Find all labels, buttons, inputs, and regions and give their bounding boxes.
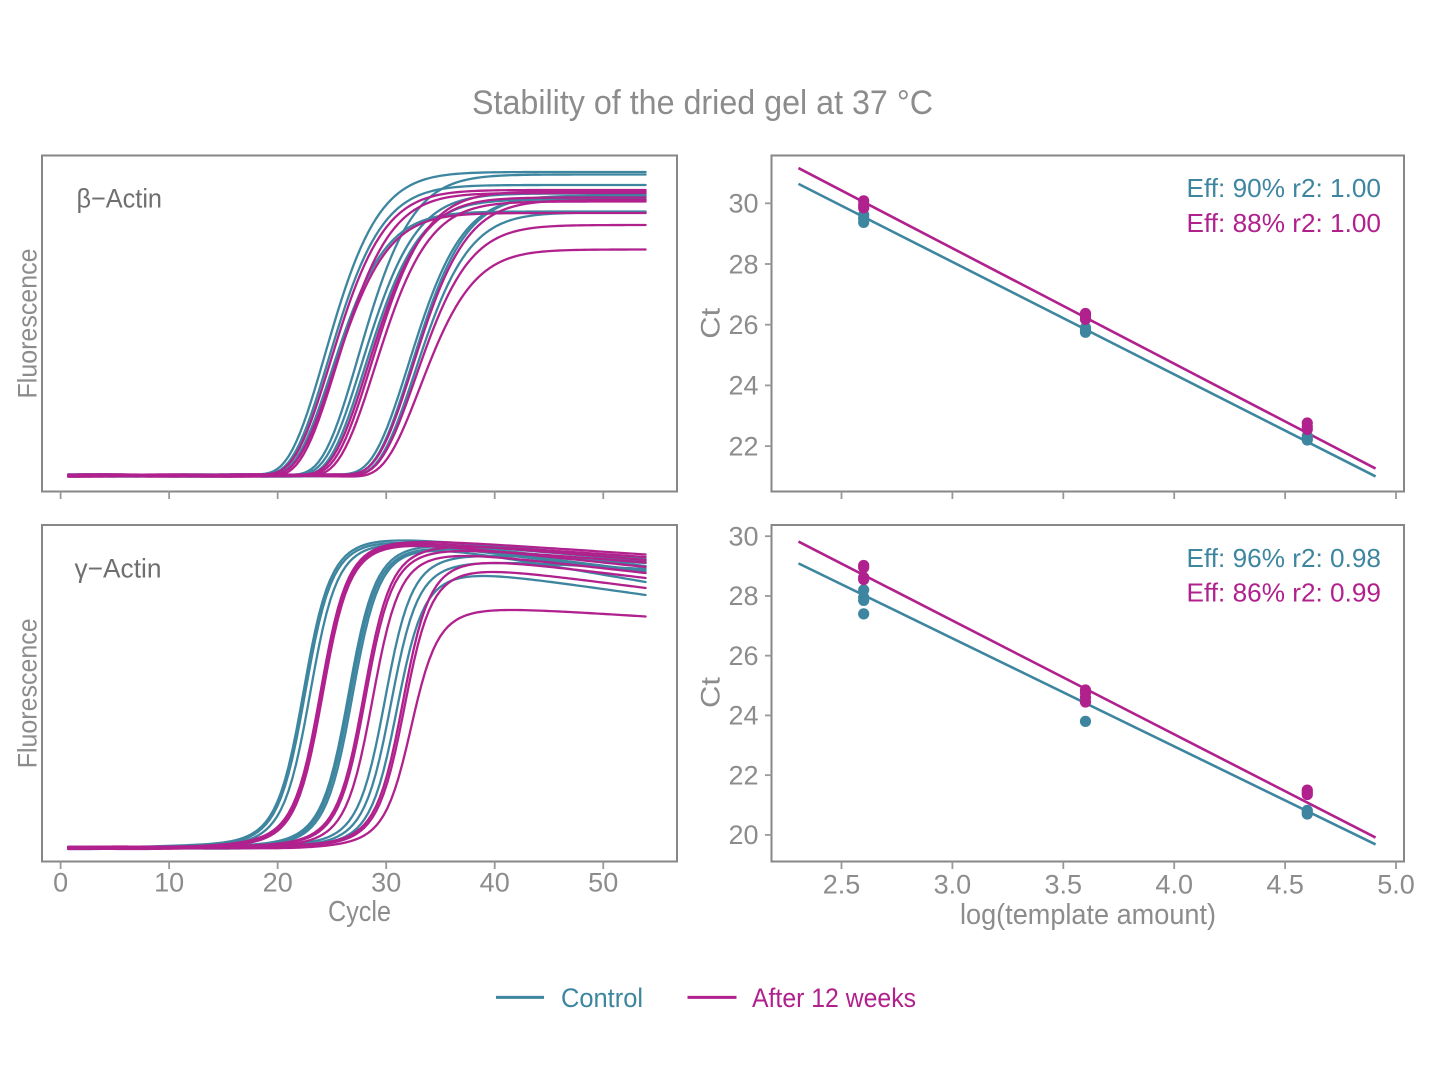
svg-text:Cycle: Cycle <box>328 896 391 928</box>
svg-text:5.0: 5.0 <box>1377 870 1415 900</box>
svg-text:26: 26 <box>728 641 758 671</box>
svg-text:30: 30 <box>728 189 758 219</box>
svg-text:4.0: 4.0 <box>1155 870 1193 900</box>
svg-text:Ct: Ct <box>696 307 726 339</box>
svg-text:log(template amount): log(template amount) <box>960 899 1216 931</box>
svg-text:24: 24 <box>728 371 758 401</box>
svg-text:4.5: 4.5 <box>1266 870 1304 900</box>
svg-text:γ−Actin: γ−Actin <box>75 554 162 584</box>
svg-text:Control: Control <box>561 983 643 1013</box>
svg-text:22: 22 <box>728 431 758 461</box>
svg-text:3.5: 3.5 <box>1045 870 1083 900</box>
svg-text:Stability of the dried gel at: Stability of the dried gel at 37 °C <box>472 84 933 122</box>
svg-text:Eff: 86% r2: 0.99: Eff: 86% r2: 0.99 <box>1187 578 1382 608</box>
svg-text:40: 40 <box>480 868 510 898</box>
svg-text:After 12 weeks: After 12 weeks <box>752 983 916 1013</box>
svg-text:28: 28 <box>728 581 758 611</box>
svg-text:28: 28 <box>728 249 758 279</box>
svg-text:20: 20 <box>263 868 293 898</box>
svg-text:0: 0 <box>53 868 68 898</box>
svg-text:β−Actin: β−Actin <box>77 184 163 214</box>
svg-text:10: 10 <box>154 868 184 898</box>
svg-text:24: 24 <box>728 701 758 731</box>
svg-text:Eff: 96% r2: 0.98: Eff: 96% r2: 0.98 <box>1187 543 1382 573</box>
svg-text:3.0: 3.0 <box>934 870 972 900</box>
svg-text:Eff: 88% r2: 1.00: Eff: 88% r2: 1.00 <box>1187 208 1382 238</box>
svg-text:30: 30 <box>728 522 758 552</box>
svg-text:2.5: 2.5 <box>823 870 861 900</box>
svg-text:Fluorescence: Fluorescence <box>13 618 43 768</box>
svg-text:Fluorescence: Fluorescence <box>13 249 43 399</box>
svg-text:20: 20 <box>728 820 758 850</box>
svg-text:30: 30 <box>371 868 401 898</box>
svg-text:22: 22 <box>728 761 758 791</box>
svg-text:Ct: Ct <box>696 676 726 708</box>
svg-text:50: 50 <box>588 868 618 898</box>
svg-text:Eff: 90% r2: 1.00: Eff: 90% r2: 1.00 <box>1187 173 1382 203</box>
svg-text:26: 26 <box>728 310 758 340</box>
